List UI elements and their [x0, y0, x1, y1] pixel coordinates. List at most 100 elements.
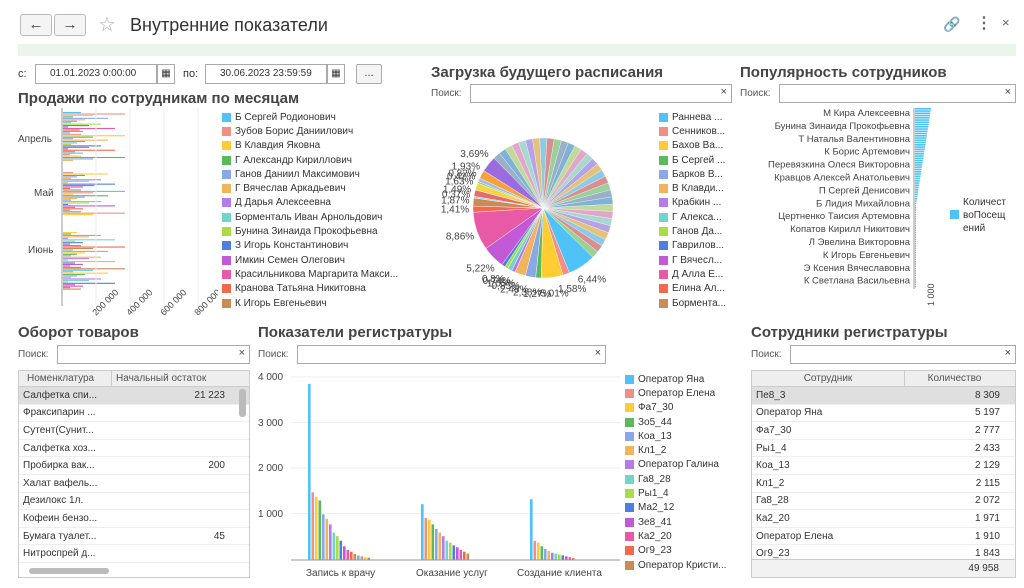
table-row[interactable]: Кл1_2 2 115: [752, 475, 1015, 493]
table-row[interactable]: Бумага туалет... 45: [19, 528, 249, 546]
table-row[interactable]: Коа_13 2 129: [752, 457, 1015, 475]
bar: [63, 265, 70, 267]
search-label: Поиск:: [751, 349, 782, 360]
bar: [915, 285, 916, 288]
bar: [915, 220, 916, 223]
table-row[interactable]: Кофеин бензо...: [19, 510, 249, 528]
table-row[interactable]: Оператор Яна 5 197: [752, 405, 1015, 423]
data-label: 0,74%: [483, 276, 511, 287]
legend-label: Кл1_2: [638, 445, 667, 457]
category-label: Копатов Кирилл Никитович: [790, 224, 910, 235]
bar: [63, 255, 71, 257]
legend-swatch: [625, 374, 634, 384]
calendar-icon[interactable]: ▦: [327, 64, 345, 84]
legend-label: Оператор Яна: [638, 373, 705, 385]
bar: [915, 200, 917, 202]
legend-item: Зе8_41: [625, 515, 727, 529]
legend-swatch: [659, 269, 668, 279]
legend-label: Красильникова Маргарита Макси...: [235, 268, 399, 280]
legend-swatch: [222, 141, 231, 151]
table-row[interactable]: Фа7_30 2 777: [752, 422, 1015, 440]
more-icon[interactable]: ⋮: [976, 15, 992, 32]
schedule-search-input[interactable]: ×: [470, 84, 732, 103]
bar: [915, 117, 930, 119]
clear-icon[interactable]: ×: [594, 347, 601, 359]
cell-value: 1 971: [974, 512, 1000, 524]
legend-label: Фа7_30: [638, 402, 674, 414]
bar: [336, 536, 339, 560]
legend-label: Г Вячеслав Аркадьевич: [235, 183, 346, 195]
table-row[interactable]: Пе8_3 8 309: [752, 387, 1015, 405]
bar: [322, 514, 325, 560]
period-select-button[interactable]: ...: [356, 64, 382, 84]
table-row[interactable]: Салфетка спи... 21 223: [19, 387, 249, 405]
legend-item: Бунина Зинаида Прокофьевна: [222, 224, 398, 238]
table-row[interactable]: Ры1_4 2 433: [752, 440, 1015, 458]
x-tick-label: 1 000: [926, 283, 936, 306]
cell-value: 21 223: [194, 389, 225, 401]
column-header[interactable]: Номенклатура: [27, 373, 95, 384]
close-icon[interactable]: ×: [1002, 15, 1010, 30]
legend-item: В Клавди...: [659, 181, 726, 195]
column-header[interactable]: Начальный остаток: [111, 371, 229, 386]
period-from-field[interactable]: 01.01.2023 0:00:00: [35, 64, 157, 84]
clear-icon[interactable]: ×: [1004, 86, 1011, 98]
popularity-search-input[interactable]: ×: [779, 84, 1016, 103]
table-row[interactable]: Га8_28 2 072: [752, 493, 1015, 511]
table-row[interactable]: Дезилокс 1л.: [19, 493, 249, 511]
column-header[interactable]: Сотрудник: [803, 373, 853, 384]
table-row[interactable]: Пробирка вак... 200: [19, 457, 249, 475]
table-row[interactable]: Ка2_20 1 971: [752, 510, 1015, 528]
bar: [459, 549, 463, 560]
table-row[interactable]: Халат вафель...: [19, 475, 249, 493]
legend-swatch: [222, 298, 231, 308]
bar: [63, 117, 108, 119]
clear-icon[interactable]: ×: [238, 347, 245, 359]
legend-swatch: [659, 169, 668, 179]
legend-item: Гаврилов...: [659, 239, 726, 253]
table-row[interactable]: Оператор Елена 1 910: [752, 528, 1015, 546]
info-bar: [18, 44, 1016, 56]
table-row[interactable]: Салфетка хоз...: [19, 440, 249, 458]
bar: [63, 259, 68, 261]
bar: [63, 126, 68, 128]
data-label: 1,93%: [452, 162, 480, 173]
bar: [445, 540, 449, 560]
clear-icon[interactable]: ×: [720, 86, 727, 98]
scrollbar[interactable]: [239, 389, 246, 417]
bar: [915, 168, 922, 171]
table-row[interactable]: Нитроспрей д...: [19, 545, 249, 563]
scrollbar[interactable]: [29, 568, 109, 574]
column-header[interactable]: Количество: [904, 371, 1004, 386]
star-icon[interactable]: ☆: [98, 14, 116, 36]
staff-search-input[interactable]: ×: [790, 345, 1016, 364]
x-tick-label: 600 000: [158, 287, 188, 317]
bar: [332, 532, 336, 560]
bar: [63, 205, 115, 207]
calendar-icon[interactable]: ▦: [157, 64, 175, 84]
bar: [63, 129, 80, 131]
bar: [915, 114, 930, 117]
table-row[interactable]: Фраксипарин ...: [19, 405, 249, 423]
legend-label: Оператор Елена: [638, 387, 716, 399]
registry-search-input[interactable]: ×: [297, 345, 606, 364]
clear-icon[interactable]: ×: [1004, 347, 1011, 359]
legend-item: Д Алла Е...: [659, 267, 726, 281]
data-label: 0,37%: [442, 190, 470, 201]
bar: [360, 556, 364, 560]
cell-name: Бумага туалет...: [23, 530, 97, 542]
total-row: 49 958: [752, 559, 1015, 577]
period-to-field[interactable]: 30.06.2023 23:59:59: [205, 64, 327, 84]
sales-title: Продажи по сотрудникам по месяцам: [18, 90, 300, 107]
month-label: Июнь: [28, 245, 53, 256]
bar: [63, 172, 73, 174]
table-row[interactable]: Сутент(Сунит...: [19, 422, 249, 440]
bar: [63, 239, 115, 241]
bar: [325, 518, 329, 560]
turnover-search-input[interactable]: ×: [57, 345, 250, 364]
link-icon[interactable]: 🔗: [943, 16, 961, 32]
forward-button[interactable]: →: [54, 14, 86, 36]
cell-name: Салфетка хоз...: [23, 442, 96, 454]
back-button[interactable]: ←: [20, 14, 52, 36]
legend-swatch: [625, 417, 634, 427]
